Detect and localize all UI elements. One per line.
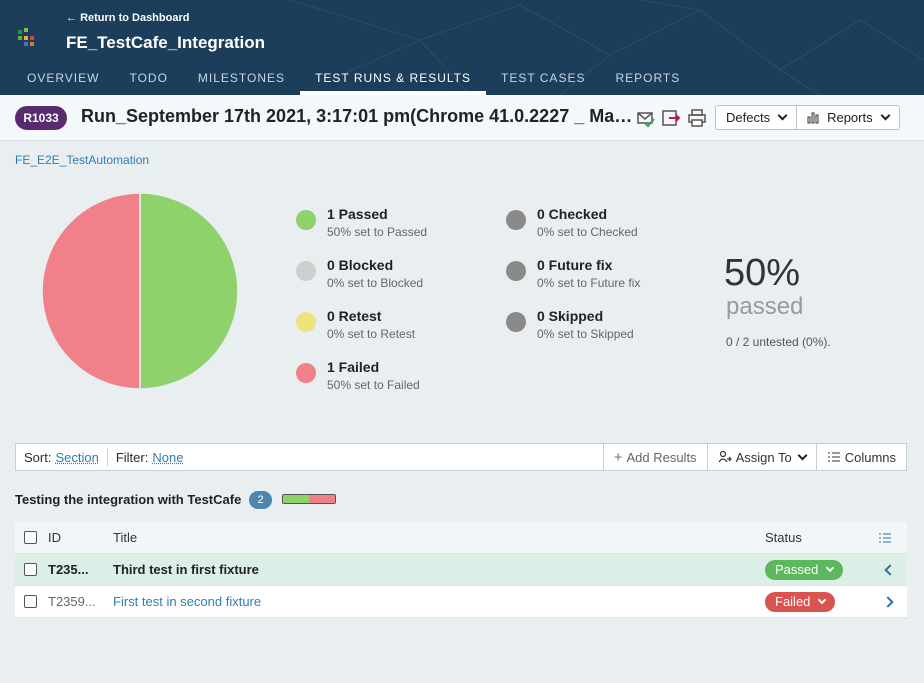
legend-checked: 0 Checked 0% set to Checked [506, 206, 696, 246]
legend-blocked: 0 Blocked 0% set to Blocked [296, 257, 486, 297]
section-count-badge: 2 [249, 491, 272, 509]
status-dot [296, 363, 316, 383]
legend-retest: 0 Retest 0% set to Retest [296, 308, 486, 348]
app-header: ← Return to Dashboard FE_TestCafe_Integr… [0, 0, 924, 95]
tab-milestones[interactable]: MILESTONES [197, 71, 286, 85]
chevron-down-icon [797, 450, 808, 460]
filter-control[interactable]: Filter: None [115, 449, 184, 465]
chevron-down-icon [818, 595, 827, 605]
pie-slice-passed [139, 192, 239, 390]
sort-control[interactable]: Sort: Section [24, 449, 99, 465]
export-icon[interactable] [661, 108, 681, 128]
status-dot [506, 312, 526, 332]
progress-failed [309, 495, 335, 503]
status-dot [296, 210, 316, 230]
chevron-down-icon [880, 110, 891, 121]
row-checkbox[interactable] [24, 595, 37, 608]
test-suite-link[interactable]: FE_E2E_TestAutomation [15, 153, 150, 167]
results-table: ID Title Status T235... Third test in fi… [15, 522, 907, 618]
tab-reports[interactable]: REPORTS [615, 71, 681, 85]
select-all-checkbox[interactable] [24, 531, 37, 544]
divider [106, 448, 108, 466]
row-title[interactable]: Third test in first fixture [113, 562, 259, 577]
main-nav: OVERVIEW TODO MILESTONES TEST RUNS & RES… [12, 64, 695, 95]
assign-user-icon [718, 450, 732, 463]
project-title: FE_TestCafe_Integration [66, 33, 266, 52]
passed-percent: 50% [724, 252, 801, 294]
untested-summary: 0 / 2 untested (0%). [726, 335, 831, 349]
row-checkbox[interactable] [24, 563, 37, 576]
run-id-badge: R1033 [15, 106, 67, 130]
status-dot [296, 312, 316, 332]
columns-button[interactable]: Columns [815, 444, 906, 470]
tab-test-cases[interactable]: TEST CASES [500, 71, 586, 85]
pie-slice-failed [41, 192, 141, 390]
table-header: ID Title Status [15, 522, 907, 554]
chevron-right-icon[interactable] [882, 595, 894, 608]
tab-overview[interactable]: OVERVIEW [27, 71, 100, 85]
assign-to-dropdown[interactable]: Assign To [706, 444, 816, 470]
defects-dropdown[interactable]: Defects [716, 106, 796, 129]
table-row[interactable]: T235... Third test in first fixture Pass… [15, 554, 907, 586]
toolbar-actions: + Add Results Assign To Columns [602, 444, 906, 470]
app-logo[interactable] [18, 28, 40, 48]
row-id[interactable]: T2359... [48, 594, 96, 609]
section-title: Testing the integration with TestCafe [15, 492, 242, 507]
header-id: ID [48, 530, 61, 545]
email-check-icon[interactable] [636, 108, 656, 128]
chevron-down-icon [777, 110, 788, 121]
add-results-button[interactable]: + Add Results [602, 444, 707, 470]
run-actions: Defects Reports [715, 105, 900, 130]
legend-skipped: 0 Skipped 0% set to Skipped [506, 308, 696, 348]
column-settings-icon[interactable] [878, 532, 892, 544]
progress-passed [283, 495, 309, 503]
results-pie-chart [41, 192, 239, 390]
plus-icon: + [613, 448, 623, 466]
sort-value-link[interactable]: Section [55, 449, 99, 465]
return-to-dashboard-link[interactable]: ← Return to Dashboard [66, 12, 190, 24]
tab-test-runs-results[interactable]: TEST RUNS & RESULTS [300, 64, 486, 95]
status-dot [506, 261, 526, 281]
row-title[interactable]: First test in second fixture [113, 594, 262, 609]
table-row[interactable]: T2359... First test in second fixture Fa… [15, 586, 907, 618]
chevron-down-icon [826, 563, 835, 573]
status-dot [506, 210, 526, 230]
chevron-left-icon[interactable] [884, 563, 896, 576]
filter-value-link[interactable]: None [152, 449, 184, 465]
section-progress-bar [282, 494, 336, 504]
legend-failed: 1 Failed 50% set to Failed [296, 359, 486, 399]
legend-future-fix: 0 Future fix 0% set to Future fix [506, 257, 696, 297]
arrow-left-icon: ← [66, 12, 81, 24]
columns-icon [827, 452, 840, 462]
status-dot [296, 261, 316, 281]
header-status: Status [765, 530, 802, 545]
tab-todo[interactable]: TODO [129, 71, 168, 85]
reports-dropdown[interactable]: Reports [796, 106, 899, 129]
legend-passed: 1 Passed 50% set to Passed [296, 206, 486, 246]
row-id[interactable]: T235... [48, 562, 89, 577]
print-icon[interactable] [687, 108, 707, 128]
status-dropdown[interactable]: Passed [765, 559, 844, 580]
run-title: Run_September 17th 2021, 3:17:01 pm(Chro… [81, 106, 633, 126]
bar-chart-icon [807, 112, 819, 123]
passed-label: passed [726, 293, 804, 320]
results-toolbar: Sort: Section Filter: None + Add Results… [15, 443, 907, 471]
network-background [289, 0, 924, 95]
status-dropdown[interactable]: Failed [765, 591, 836, 612]
header-title: Title [113, 530, 138, 545]
